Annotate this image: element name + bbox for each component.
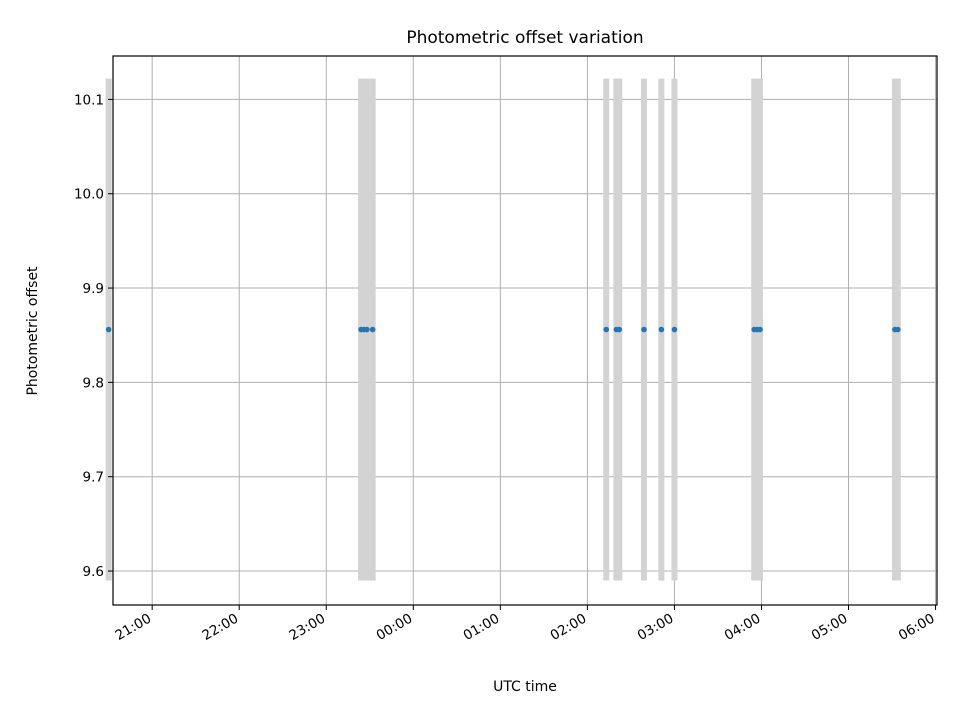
data-point [369,326,376,333]
y-tick-label: 9.7 [83,470,104,486]
y-tick-label: 9.9 [83,281,104,297]
data-points [105,326,901,333]
y-axis-ticks: 9.6 9.7 9.8 9.9 10.0 10.1 [74,92,113,580]
data-point [671,326,678,333]
data-point [658,326,665,333]
y-tick-label: 9.6 [83,564,104,580]
data-point [641,326,647,333]
data-point [105,326,112,333]
x-axis-label: UTC time [493,679,557,695]
chart-title: Photometric offset variation [406,28,643,48]
y-tick-label: 10.0 [74,187,104,203]
y-tick-label: 10.1 [74,92,104,108]
data-point [895,326,901,333]
data-point [616,326,623,333]
plot-area-frame [112,55,938,606]
y-axis-label: Photometric offset [25,266,41,396]
data-point [603,326,610,333]
data-point [364,326,370,333]
y-tick-label: 9.8 [83,375,104,391]
data-point [757,326,763,333]
